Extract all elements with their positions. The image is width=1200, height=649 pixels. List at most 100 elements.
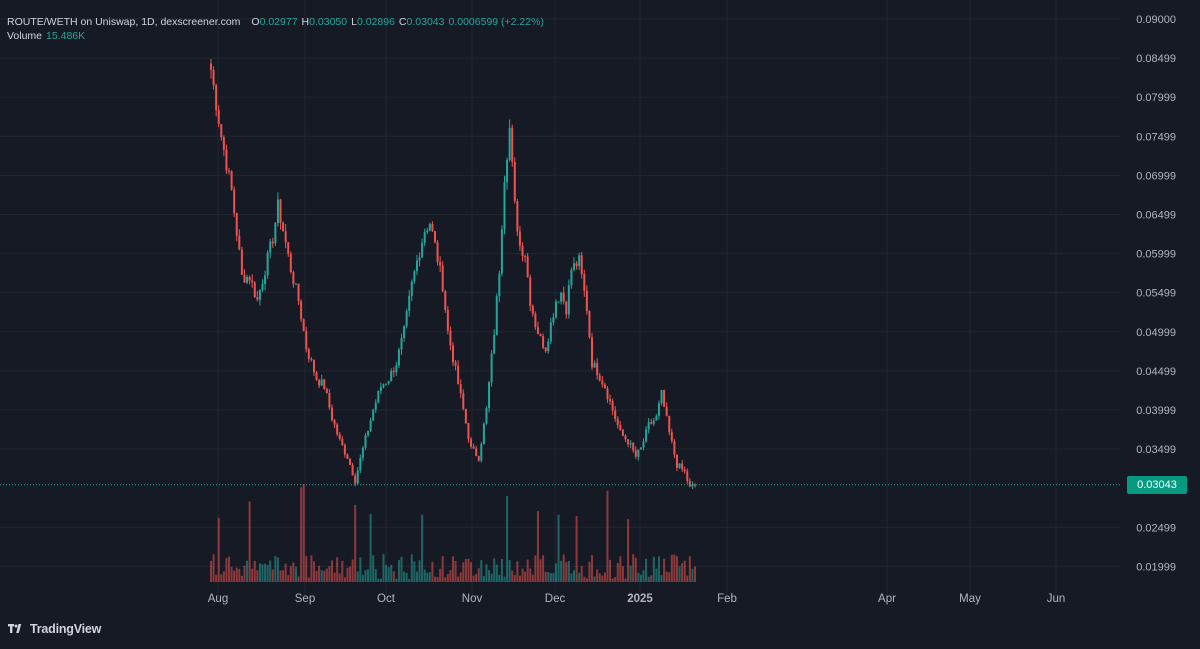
candle-body [495, 296, 498, 335]
volume-bar [554, 563, 557, 582]
candle-body [490, 353, 493, 383]
price-axis[interactable]: 0.09000 0.08499 0.07999 0.07499 0.06999 0.064… [1136, 14, 1176, 573]
open-label: O [251, 16, 260, 28]
volume-bar [243, 565, 246, 582]
candle-body [544, 347, 547, 352]
time-axis-label: Oct [377, 593, 396, 605]
volume-bar [573, 570, 575, 582]
volume-bar [289, 565, 292, 582]
price-axis-label: 0.03999 [1136, 405, 1176, 417]
candle-body [580, 255, 583, 275]
candle-body [454, 362, 457, 366]
candle-body [331, 407, 333, 421]
candle-body [498, 273, 501, 297]
candle-body [372, 409, 375, 421]
volume-bar [552, 573, 555, 582]
volume-bar [678, 566, 681, 582]
volume-bar [346, 567, 349, 582]
volume-bar [686, 575, 689, 582]
candle-body [462, 393, 465, 410]
volume-bar [441, 556, 444, 582]
candle-body [274, 223, 277, 244]
volume-bar [410, 554, 413, 582]
candle-body [418, 257, 421, 261]
candle-body [210, 63, 212, 70]
volume-bar [387, 567, 390, 582]
volume-bar [578, 572, 581, 582]
time-axis-label: Sep [295, 593, 315, 605]
volume-bar [276, 557, 279, 582]
volume-bar [567, 560, 570, 582]
price-axis-label: 0.03499 [1136, 444, 1176, 456]
tradingview-brand[interactable]: TradingView [8, 622, 101, 636]
candle-body [585, 290, 588, 312]
candle-body [413, 271, 416, 282]
volume-bar [356, 571, 359, 582]
candle-body [493, 334, 496, 354]
price-axis-label: 0.04999 [1136, 327, 1176, 339]
candle-body [673, 441, 676, 455]
candle-body [261, 283, 264, 291]
candle-body [385, 383, 388, 385]
volume-bar [534, 555, 537, 582]
volume-bar [418, 560, 421, 582]
volume-bar [655, 568, 658, 582]
volume-bar [665, 571, 668, 582]
candle-body [351, 465, 354, 476]
time-axis-label: May [959, 593, 981, 605]
legend: ROUTE/WETH on Uniswap, 1D, dexscreener.c… [7, 15, 544, 43]
candle-body [531, 305, 534, 314]
symbol-title[interactable]: ROUTE/WETH on Uniswap, 1D, dexscreener.c… [7, 16, 241, 28]
candle-body [256, 297, 259, 300]
volume-bar [405, 572, 408, 582]
candle-body [294, 283, 297, 285]
volume-bar [526, 559, 529, 582]
candle-body [287, 242, 290, 254]
price-axis-label: 0.01999 [1136, 561, 1176, 573]
volume-bar [593, 576, 596, 582]
candle-body [246, 276, 249, 283]
volume-bar [233, 570, 236, 582]
volume-bar [225, 558, 228, 582]
candle-body [297, 283, 300, 302]
candle-body [681, 463, 684, 470]
volume-bar [508, 560, 511, 582]
candle-body [253, 282, 256, 298]
candle-body [660, 390, 663, 404]
candle-body [289, 253, 292, 273]
change-value: 0.0006599 (+2.22%) [448, 16, 544, 28]
volume-bar [536, 511, 539, 582]
candle-body [464, 409, 467, 424]
volume-bar [485, 564, 488, 582]
candle-body [212, 69, 215, 86]
volume-bar [629, 565, 632, 582]
volume-bar [542, 555, 545, 582]
time-axis[interactable]: Aug Sep Oct Nov Dec 2025 Feb Apr May Jun [208, 593, 1066, 605]
volume-bar [475, 573, 478, 582]
candle-body [475, 448, 478, 457]
volume-bar [598, 573, 601, 582]
candle-body [663, 390, 666, 407]
volume-bar [315, 570, 318, 582]
volume-bar [349, 566, 352, 582]
volume-bar [400, 556, 403, 582]
volume-row: Volume 15.486K [7, 29, 544, 43]
candle-body [377, 390, 380, 403]
volume-bar [614, 577, 617, 582]
candle-body [300, 301, 303, 320]
volume-bar [328, 566, 331, 582]
volume-bar [673, 554, 676, 582]
tradingview-logo-icon [8, 624, 22, 633]
candle-body [369, 420, 372, 431]
volume-bar [570, 573, 573, 582]
volume-bar [516, 561, 519, 582]
volume-bar [269, 560, 272, 582]
candle-body [565, 301, 568, 315]
volume-bar [433, 576, 436, 582]
volume-bar [220, 574, 223, 582]
candle-body [228, 170, 231, 172]
volume-bar [222, 571, 225, 582]
